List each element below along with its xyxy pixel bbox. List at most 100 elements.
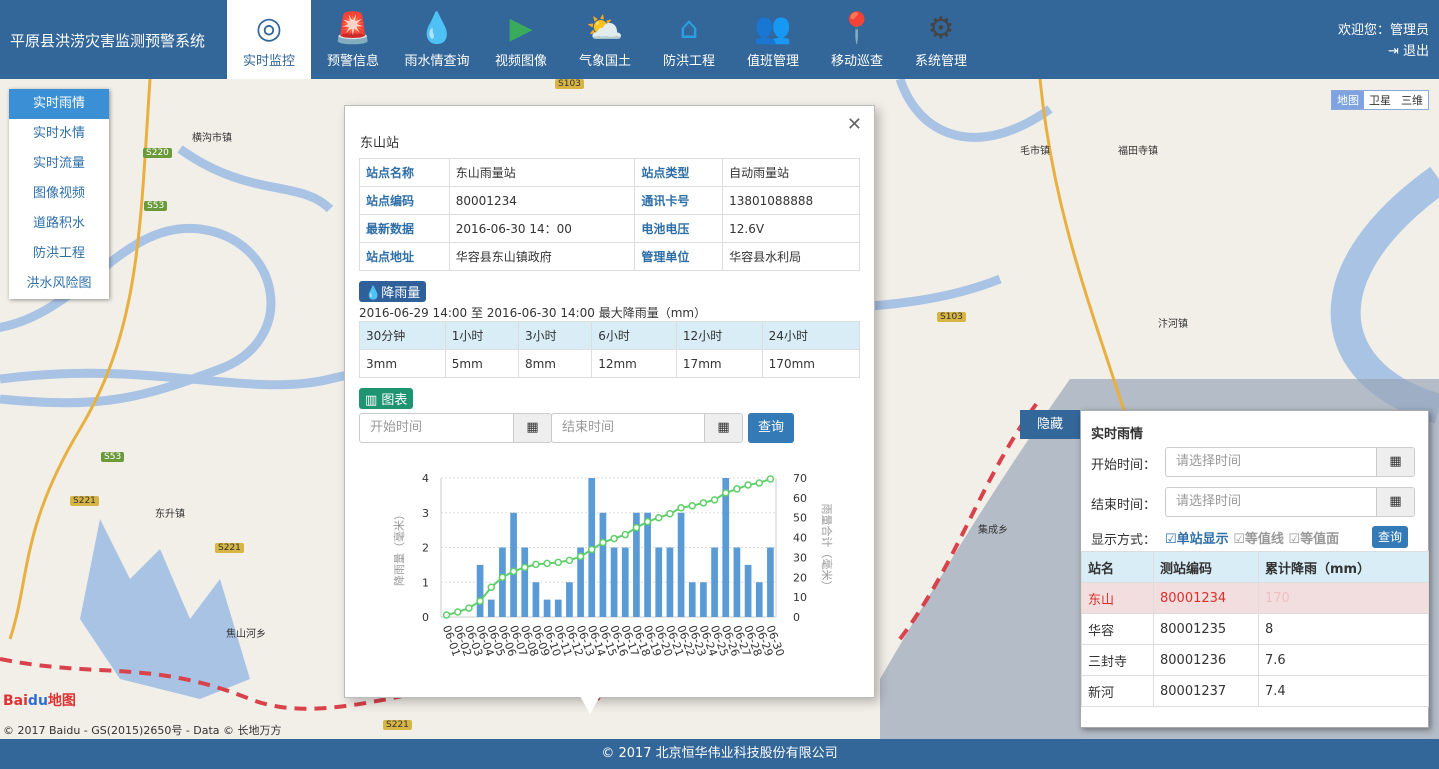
calendar-icon[interactable]: ▦ bbox=[704, 414, 742, 442]
bar bbox=[577, 547, 584, 617]
line-point bbox=[509, 567, 518, 576]
y2-tick-label: 70 bbox=[793, 472, 807, 485]
calendar-icon[interactable]: ▦ bbox=[1376, 488, 1414, 516]
line-point bbox=[554, 558, 562, 567]
info-value: 12.6V bbox=[722, 214, 860, 243]
y2-tick-label: 0 bbox=[793, 611, 800, 624]
bar bbox=[744, 564, 752, 617]
sidebar-item[interactable]: 道路积水 bbox=[32, 216, 85, 231]
map-type-switch: 地图 卫星 三维 bbox=[1331, 90, 1429, 110]
line-point bbox=[722, 489, 730, 497]
table-row[interactable]: 新河 80001237 7.4 bbox=[1081, 675, 1429, 707]
sidebar-item[interactable]: 防洪工程 bbox=[32, 246, 85, 261]
flood-house-icon: ⌂ bbox=[679, 11, 699, 46]
road-sign: S220 bbox=[143, 148, 172, 158]
map-place-label: 横沟市镇 bbox=[192, 133, 232, 144]
line-point bbox=[543, 559, 551, 568]
line-point bbox=[532, 560, 540, 569]
panel-end-input[interactable]: 请选择时间 ▦ bbox=[1165, 487, 1415, 517]
sidebar-item[interactable]: 图像视频 bbox=[32, 186, 85, 201]
road-sign: S103 bbox=[937, 312, 966, 322]
chart-badge: ▥ 图表 bbox=[359, 388, 414, 409]
road-sign: S221 bbox=[383, 720, 412, 730]
checkbox-contour-surface[interactable]: ☑等值面 bbox=[1288, 532, 1340, 547]
nav-flood-house[interactable]: ⌂ 防洪工程 bbox=[647, 0, 731, 79]
end-time-input[interactable]: 结束时间 ▦ bbox=[551, 413, 743, 443]
line-point bbox=[755, 479, 763, 487]
sidebar-item[interactable]: 实时水情 bbox=[32, 126, 85, 141]
line-point bbox=[454, 608, 462, 616]
table-cell: 8 bbox=[1258, 613, 1429, 645]
bar bbox=[543, 599, 551, 617]
line-point bbox=[677, 504, 685, 512]
info-key: 站点地址 bbox=[359, 242, 450, 271]
sidebar-item[interactable]: 实时雨情 bbox=[9, 89, 109, 119]
bar bbox=[532, 582, 540, 617]
bar bbox=[688, 582, 696, 617]
bar bbox=[677, 512, 685, 617]
y2-tick-label: 10 bbox=[793, 591, 807, 604]
calendar-icon[interactable]: ▦ bbox=[1376, 448, 1414, 476]
start-time-input[interactable]: 开始时间 ▦ bbox=[359, 413, 552, 443]
y-tick-label: 2 bbox=[422, 542, 429, 555]
bar bbox=[499, 547, 506, 617]
nav-weather[interactable]: ⛅ 气象国土 bbox=[563, 0, 647, 79]
map-type-button[interactable]: 三维 bbox=[1396, 91, 1428, 109]
road-sign: S221 bbox=[215, 543, 244, 553]
panel-query-button[interactable]: 查询 bbox=[1372, 526, 1408, 548]
line-point bbox=[655, 513, 663, 522]
rain-cell: 12mm bbox=[591, 349, 677, 378]
y-tick-label: 4 bbox=[422, 472, 429, 485]
table-row[interactable]: 东山 80001234 170 bbox=[1081, 582, 1429, 614]
realtime-rain-panel: 实时雨情 开始时间： 请选择时间 ▦ 结束时间： 请选择时间 ▦ 显示方式： ☑单站… bbox=[1080, 410, 1429, 728]
map-type-button[interactable]: 地图 bbox=[1332, 91, 1364, 109]
nav-target[interactable]: ◎ 实时监控 bbox=[227, 0, 311, 79]
nav-alarm-light[interactable]: 🚨 预警信息 bbox=[311, 0, 395, 79]
table-cell: 站名 bbox=[1081, 551, 1154, 583]
road-sign: S53 bbox=[101, 452, 125, 462]
video-icon: ▶ bbox=[509, 11, 533, 46]
hide-panel-button[interactable]: 隐藏 bbox=[1020, 410, 1080, 439]
nav-map-pin[interactable]: 📍 移动巡查 bbox=[815, 0, 899, 79]
info-key: 通讯卡号 bbox=[634, 186, 724, 215]
line-point bbox=[688, 502, 696, 510]
nav-water-drops[interactable]: 💧 雨水情查询 bbox=[395, 0, 479, 79]
calendar-icon[interactable]: ▦ bbox=[513, 414, 551, 442]
sidebar-item[interactable]: 实时流量 bbox=[32, 156, 85, 171]
nav-video[interactable]: ▶ 视频图像 bbox=[479, 0, 563, 79]
rain-cell: 30分钟 bbox=[359, 321, 446, 350]
rain-row: 3mm 5mm 8mm 12mm 17mm 170mm bbox=[359, 349, 861, 378]
bar bbox=[644, 512, 651, 617]
table-cell: 7.6 bbox=[1258, 644, 1429, 676]
bar-chart-icon: ▥ bbox=[365, 393, 382, 408]
line-point bbox=[565, 556, 574, 565]
table-row[interactable]: 站名 测站编码 累计降雨（mm） bbox=[1081, 551, 1429, 583]
sidebar-item[interactable]: 洪水风险图 bbox=[26, 276, 92, 291]
table-row[interactable]: 华容 80001235 8 bbox=[1081, 613, 1429, 645]
panel-start-input[interactable]: 请选择时间 ▦ bbox=[1165, 447, 1415, 477]
table-cell: 80001236 bbox=[1153, 644, 1259, 676]
road-sign: S221 bbox=[70, 496, 99, 506]
checkbox-contour-line[interactable]: ☑等值线 bbox=[1233, 532, 1284, 547]
app-title: 平原县洪涝灾害监测预警系统 bbox=[10, 32, 206, 50]
checkbox-single-station[interactable]: ☑单站显示 bbox=[1165, 532, 1229, 547]
nav-users[interactable]: 👥 值班管理 bbox=[731, 0, 815, 79]
table-cell: 累计降雨（mm） bbox=[1258, 551, 1429, 583]
bar bbox=[633, 512, 640, 617]
station-popup: ✕ 东山站 站点名称 东山雨量站 站点类型 自动雨量站 站点编码 80001234 通讯卡号… bbox=[344, 105, 875, 698]
logout-link[interactable]: ⇥ 退出 bbox=[1387, 44, 1429, 59]
y-tick-label: 1 bbox=[422, 576, 429, 589]
road-sign: S53 bbox=[144, 201, 168, 211]
line-point bbox=[632, 523, 641, 532]
sidebar-menu: 实时雨情实时水情实时流量图像视频道路积水防洪工程洪水风险图 bbox=[9, 89, 109, 299]
map-place-label: 东升镇 bbox=[155, 509, 185, 520]
popup-pointer bbox=[580, 696, 600, 714]
table-row[interactable]: 三封寺 80001236 7.6 bbox=[1081, 644, 1429, 676]
bar bbox=[621, 547, 629, 617]
close-icon[interactable]: ✕ bbox=[846, 114, 862, 135]
query-button[interactable]: 查询 bbox=[748, 413, 794, 443]
welcome-text: 欢迎您：管理员 bbox=[1337, 23, 1429, 38]
table-cell: 新河 bbox=[1081, 675, 1154, 707]
map-type-button[interactable]: 卫星 bbox=[1364, 91, 1396, 109]
nav-gear[interactable]: ⚙ 系统管理 bbox=[899, 0, 983, 79]
